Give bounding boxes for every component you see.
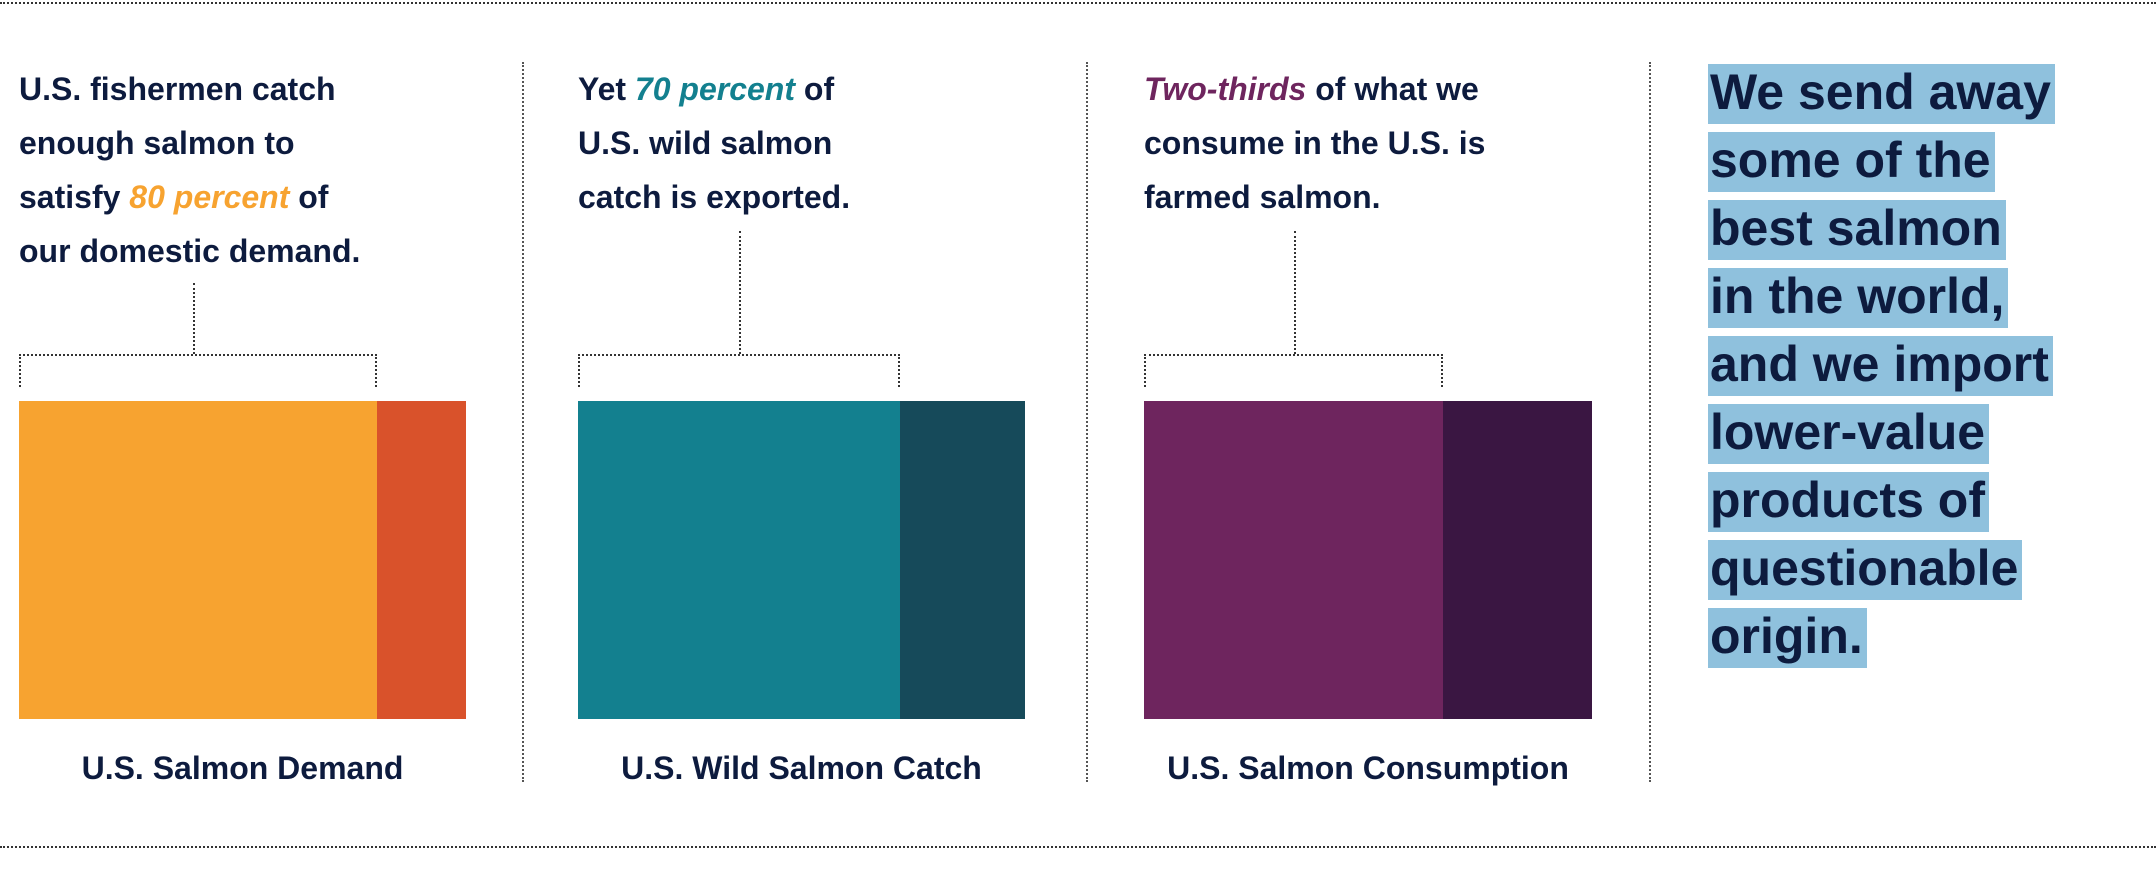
claim-line: U.S. wild salmon [578, 116, 850, 170]
column-divider [522, 62, 524, 782]
quote-line: and we import [1708, 330, 2055, 398]
highlighted-text: questionable [1708, 540, 2023, 600]
quote-line: products of [1708, 466, 2055, 534]
claim-line: our domestic demand. [19, 224, 360, 278]
column-divider [1649, 62, 1651, 782]
claim-text: of [795, 71, 835, 107]
bracket-stem [739, 231, 741, 354]
stacked-bar [1144, 401, 1592, 719]
claim-text: Yet [578, 71, 635, 107]
stacked-bar [578, 401, 1025, 719]
highlight-stat: 80 percent [129, 179, 290, 215]
quote-line: best salmon [1708, 194, 2055, 262]
claim-line: U.S. fishermen catch [19, 62, 360, 116]
bracket-stem [193, 283, 195, 354]
stacked-bar [19, 401, 466, 719]
claim-line: farmed salmon. [1144, 170, 1485, 224]
quote-line: in the world, [1708, 262, 2055, 330]
bracket-stem [1294, 231, 1296, 354]
quote-line: questionable [1708, 534, 2055, 602]
claim-text: U.S. wild salmon [578, 125, 833, 161]
claim-line: enough salmon to [19, 116, 360, 170]
claim-text: of [289, 179, 329, 215]
top-divider [0, 2, 2156, 4]
claim-line: consume in the U.S. is [1144, 116, 1485, 170]
claim-line: Yet 70 percent of [578, 62, 850, 116]
bar-label: U.S. Salmon Consumption [1167, 750, 1569, 786]
pull-quote: We send away some of the best salmon in the… [1708, 58, 2055, 670]
bracket [19, 354, 377, 387]
quote-line: some of the [1708, 126, 2055, 194]
highlighted-text: lower-value [1708, 404, 1990, 464]
panel-claim: U.S. fishermen catch enough salmon to sati… [19, 62, 360, 278]
claim-text: satisfy [19, 179, 130, 215]
claim-text: catch is exported. [578, 179, 851, 215]
bottom-divider [0, 846, 2156, 848]
highlighted-text: products of [1708, 472, 1989, 532]
highlighted-text: and we import [1708, 336, 2053, 396]
bar-segment-secondary [1442, 401, 1592, 719]
claim-line: satisfy 80 percent of [19, 170, 360, 224]
bar-segment-primary [19, 401, 377, 719]
highlighted-text: in the world, [1708, 268, 2009, 328]
quote-line: origin. [1708, 602, 2055, 670]
claim-text: farmed salmon. [1144, 179, 1381, 215]
claim-text: consume in the U.S. is [1144, 125, 1486, 161]
quote-line: lower-value [1708, 398, 2055, 466]
claim-line: catch is exported. [578, 170, 850, 224]
claim-text: of what we [1306, 71, 1479, 107]
highlighted-text: some of the [1708, 132, 1995, 192]
bracket [1144, 354, 1443, 387]
highlighted-text: origin. [1708, 608, 1867, 668]
panel-claim: Two-thirds of what we consume in the U.S.… [1144, 62, 1485, 224]
claim-line: Two-thirds of what we [1144, 62, 1485, 116]
bar-segment-primary [1144, 401, 1443, 719]
highlight-stat: Two-thirds [1144, 71, 1307, 107]
claim-text: our domestic demand. [19, 233, 361, 269]
highlighted-text: best salmon [1708, 200, 2006, 260]
quote-line: We send away [1708, 58, 2055, 126]
bar-segment-secondary [899, 401, 1025, 719]
panel-claim: Yet 70 percent of U.S. wild salmon catch i… [578, 62, 850, 224]
bar-label: U.S. Salmon Demand [81, 750, 404, 786]
highlight-stat: 70 percent [634, 71, 795, 107]
bar-segment-primary [578, 401, 900, 719]
highlighted-text: We send away [1708, 64, 2055, 124]
claim-text: enough salmon to [19, 125, 295, 161]
bar-segment-secondary [376, 401, 466, 719]
claim-text: U.S. fishermen catch [19, 71, 336, 107]
bar-label: U.S. Wild Salmon Catch [621, 750, 982, 786]
bracket [578, 354, 900, 387]
column-divider [1086, 62, 1088, 782]
